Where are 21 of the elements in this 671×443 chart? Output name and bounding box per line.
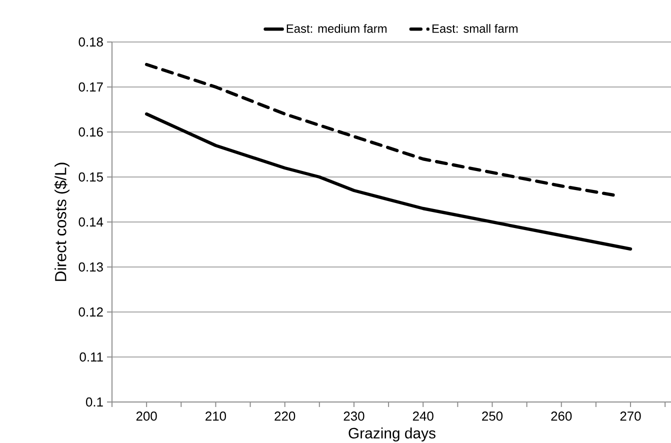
x-tick-label: 270 [620, 412, 641, 421]
y-tick-label: 0.16 [78, 127, 103, 137]
y-tick-label: 0.14 [78, 217, 104, 227]
x-tick-label: 230 [344, 412, 364, 421]
y-tick-label: 0.18 [78, 37, 103, 47]
x-tick-label: 260 [551, 412, 572, 421]
x-tick-label: 250 [482, 412, 503, 421]
y-tick-label: 0.12 [78, 307, 103, 317]
x-tick-label: 200 [136, 412, 157, 421]
y-tick-label: 0.13 [78, 262, 103, 272]
x-tick-label: 220 [274, 412, 296, 421]
legend-label: East: small farm [432, 24, 518, 33]
y-tick-label: 0.17 [78, 82, 103, 92]
x-axis-title: Grazing days [348, 428, 436, 442]
y-tick-label: 0.11 [80, 352, 103, 362]
x-tick-label: 210 [206, 412, 226, 421]
y-axis-title: Direct costs ($/L) [54, 162, 70, 281]
y-tick-label: 0.15 [78, 172, 103, 182]
y-tick-label: 0.1 [86, 397, 103, 407]
legend-label: East: medium farm [286, 24, 387, 33]
x-tick-label: 240 [412, 412, 434, 421]
